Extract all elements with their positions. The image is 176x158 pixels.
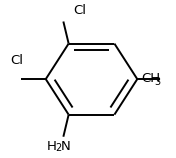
Text: 2: 2: [55, 143, 61, 153]
Text: Cl: Cl: [74, 4, 87, 17]
Text: Cl: Cl: [10, 55, 23, 67]
Text: 3: 3: [154, 77, 160, 87]
Text: N: N: [60, 140, 70, 153]
Text: CH: CH: [141, 72, 160, 85]
Text: H: H: [47, 140, 56, 153]
